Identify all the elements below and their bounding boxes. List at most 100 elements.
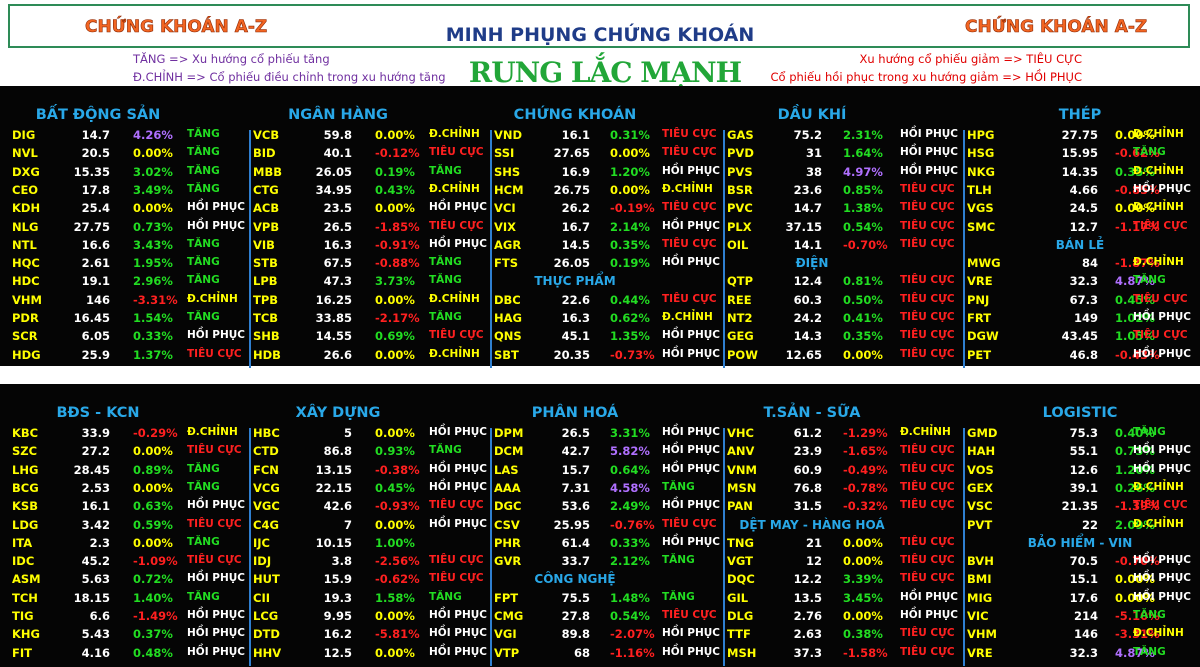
status: Đ.CHỈNH	[662, 182, 713, 195]
price: 31.5	[793, 499, 822, 514]
change: 0.38%	[843, 627, 883, 642]
status: TIÊU CỰC	[900, 462, 955, 475]
price: 14.5	[561, 237, 590, 252]
price: 12.65	[785, 347, 822, 362]
price: 37.15	[785, 219, 822, 234]
ticker: PNJ	[967, 292, 990, 307]
change: 2.49%	[610, 499, 650, 514]
column-separator	[963, 130, 965, 368]
price: 60.9	[793, 462, 822, 477]
price: 23.6	[793, 182, 822, 197]
change: 0.35%	[1115, 164, 1155, 179]
sector-title: T.SẢN - SỮA	[763, 405, 861, 421]
status: HỒI PHỤC	[662, 645, 720, 658]
change: 0.31%	[610, 128, 650, 142]
ticker: HAG	[494, 311, 522, 325]
ticker: SHS	[494, 164, 521, 179]
change: -0.32%	[843, 499, 888, 514]
status: TIÊU CỰC	[900, 182, 955, 195]
price: 22.15	[315, 480, 352, 495]
status: TIÊU CỰC	[187, 517, 242, 530]
change: 0.00%	[843, 554, 883, 569]
ticker: FCN	[253, 462, 279, 477]
change: 0.89%	[133, 462, 173, 477]
change: -3.31%	[1115, 627, 1160, 642]
sub-sector-title: THỰC PHẨM	[534, 274, 616, 289]
price: 28.45	[73, 462, 110, 477]
price: 12.2	[793, 572, 822, 587]
ticker: VND	[494, 128, 523, 142]
change: 3.73%	[375, 274, 415, 289]
sector-title: CHỨNG KHOÁN	[513, 107, 637, 123]
change: 0.00%	[133, 535, 173, 550]
change: -2.07%	[610, 627, 655, 642]
change: 3.02%	[133, 164, 173, 179]
ticker: SSI	[494, 146, 515, 161]
ticker: VIB	[253, 237, 275, 252]
sector-title: LOGISTIC	[1042, 405, 1118, 421]
ticker: VRE	[967, 645, 993, 660]
price: 15.1	[1069, 572, 1098, 587]
ticker: NTL	[12, 237, 37, 252]
price: 46.8	[1069, 347, 1098, 362]
ticker: SHB	[253, 329, 280, 344]
change: 0.00%	[843, 347, 883, 362]
change: -0.70%	[1115, 554, 1160, 569]
status: TĂNG	[187, 164, 220, 177]
price: 60.3	[793, 292, 822, 307]
change: 0.62%	[610, 311, 650, 325]
status: TIÊU CỰC	[429, 146, 484, 159]
status: HỒI PHỤC	[187, 627, 245, 640]
price: 23.5	[323, 201, 352, 216]
ticker: IJC	[253, 535, 270, 550]
status: HỒI PHỤC	[662, 535, 720, 548]
change: -0.62%	[375, 572, 420, 587]
change: 0.85%	[843, 182, 883, 197]
ticker: QNS	[494, 329, 522, 344]
price: 12.7	[1069, 219, 1098, 234]
change: 0.26%	[1115, 480, 1155, 495]
sector-title: XÂY DỰNG	[295, 405, 381, 421]
change: -2.56%	[375, 554, 420, 569]
status: HỒI PHỤC	[429, 201, 487, 214]
price: 2.53	[81, 480, 110, 495]
ticker: VCG	[253, 480, 280, 495]
change: 0.00%	[375, 347, 415, 362]
column-separator	[490, 428, 492, 666]
price: 149	[1073, 311, 1098, 325]
title: MINH PHỤNG CHỨNG KHOÁN	[445, 24, 755, 46]
ticker: VPB	[253, 219, 280, 234]
price: 2.76	[793, 609, 822, 623]
change: 1.35%	[610, 329, 650, 344]
price: 27.75	[1061, 128, 1098, 142]
ticker: SBT	[494, 347, 519, 362]
ticker: GEG	[727, 329, 754, 344]
ticker: DTD	[253, 627, 280, 642]
ticker: DGW	[967, 329, 999, 344]
change: 0.00%	[133, 201, 173, 216]
price: 23.9	[793, 444, 822, 459]
status: TIÊU CỰC	[662, 237, 717, 250]
price: 13.5	[793, 590, 822, 605]
change: 2.14%	[610, 219, 650, 234]
price: 2.3	[89, 535, 110, 550]
status: Đ.CHỈNH	[1133, 256, 1184, 269]
sector-title: BẤT ĐỘNG SẢN	[35, 107, 161, 123]
price: 76.8	[793, 480, 822, 495]
ticker: TCB	[253, 311, 279, 325]
change: -1.29%	[843, 426, 888, 440]
status: TIÊU CỰC	[662, 146, 717, 159]
column-separator	[723, 130, 725, 368]
price: 14.1	[793, 237, 822, 252]
change: 1.54%	[133, 311, 173, 325]
ticker: GMD	[967, 426, 998, 440]
price: 24.5	[1069, 201, 1098, 216]
price: 16.1	[561, 128, 590, 142]
status: TIÊU CỰC	[900, 219, 955, 232]
change: 1.02%	[1115, 311, 1155, 325]
change: 5.82%	[610, 444, 650, 459]
ticker: VCI	[494, 201, 516, 216]
change: -0.12%	[375, 146, 420, 161]
status: HỒI PHỤC	[662, 627, 720, 640]
sub-sector-title: DỆT MAY - HÀNG HOÁ	[739, 517, 885, 532]
